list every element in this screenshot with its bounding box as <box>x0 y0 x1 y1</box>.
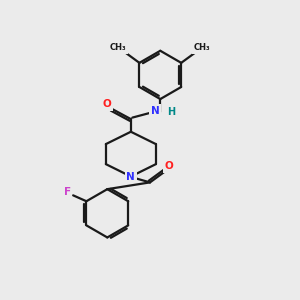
Text: H: H <box>167 107 175 117</box>
Text: F: F <box>64 188 71 197</box>
Text: O: O <box>164 161 173 171</box>
Text: N: N <box>127 172 135 182</box>
Text: CH₃: CH₃ <box>194 43 211 52</box>
Text: N: N <box>151 106 159 116</box>
Text: CH₃: CH₃ <box>110 43 127 52</box>
Text: O: O <box>102 99 111 110</box>
